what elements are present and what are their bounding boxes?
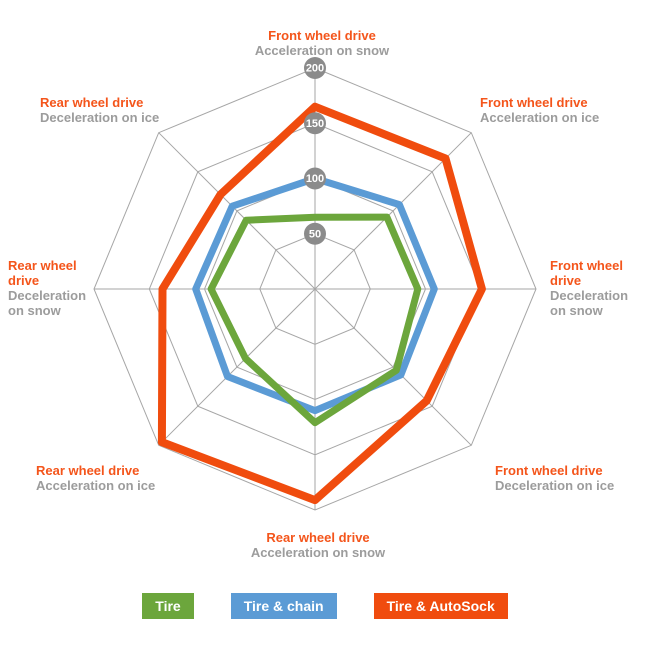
axis-label-fwd-decel-ice: Front wheel drive Deceleration on ice [495, 463, 614, 493]
tick-label-200: 200 [306, 63, 324, 75]
axis-label-drive: Front wheel drive [495, 463, 603, 478]
legend-item-tire-autosock[interactable]: Tire & AutoSock [373, 593, 508, 619]
axis-label-condition: Acceleration on snow [254, 43, 390, 58]
axis-label-condition: Acceleration on ice [480, 110, 600, 125]
tick-100: 100 [304, 167, 326, 190]
grid-spoke [314, 288, 472, 446]
axis-label-drive: Front wheel drive [268, 28, 376, 43]
series-tire-chain [192, 175, 438, 415]
tick-150: 150 [304, 112, 326, 135]
axis-label-fwd-accel-ice: Front wheel drive Acceleration on ice [480, 95, 599, 125]
axis-label-drive: Front wheel drive [480, 95, 588, 110]
axis-label-fwd-accel-snow: Front wheel drive Acceleration on snow [255, 28, 389, 58]
axis-label-drive: Front wheel drive [550, 258, 623, 288]
axis-label-rwd-decel-ice: Rear wheel drive Deceleration on ice [40, 95, 159, 125]
tick-200: 200 [304, 57, 326, 79]
legend-item-tire[interactable]: Tire [142, 593, 194, 619]
axis-label-drive: Rear wheel drive [40, 95, 144, 110]
axis-label-rwd-accel-ice: Rear wheel drive Acceleration on ice [36, 463, 155, 493]
legend-item-tire-chain[interactable]: Tire & chain [230, 593, 337, 619]
tick-label-150: 150 [306, 118, 324, 130]
axis-label-condition: Acceleration on ice [36, 478, 156, 493]
axis-label-condition: Acceleration on snow [250, 545, 386, 560]
grid-spoke [158, 132, 316, 290]
grid-spoke [158, 288, 316, 446]
axis-label-drive: Rear wheel drive [266, 530, 370, 545]
axis-label-rwd-decel-snow: Rear wheel drive Deceleration on snow [8, 258, 103, 318]
axis-label-rwd-accel-snow: Rear wheel drive Acceleration on snow [251, 530, 385, 560]
axis-label-condition: Deceleration on snow [8, 288, 87, 318]
axis-label-condition: Deceleration on snow [550, 288, 629, 318]
tick-50: 50 [304, 222, 326, 245]
axis-label-drive: Rear wheel drive [8, 258, 77, 288]
axis-label-drive: Rear wheel drive [36, 463, 140, 478]
axis-label-fwd-decel-snow: Front wheel drive Deceleration on snow [550, 258, 645, 318]
series-tire-autosock [157, 102, 486, 505]
tick-label-50: 50 [309, 228, 321, 240]
axis-label-condition: Deceleration on ice [40, 110, 160, 125]
axis-label-condition: Deceleration on ice [495, 478, 615, 493]
tick-label-100: 100 [306, 173, 324, 185]
legend: Tire Tire & chain Tire & AutoSock [0, 593, 650, 619]
series-tire [207, 213, 422, 427]
